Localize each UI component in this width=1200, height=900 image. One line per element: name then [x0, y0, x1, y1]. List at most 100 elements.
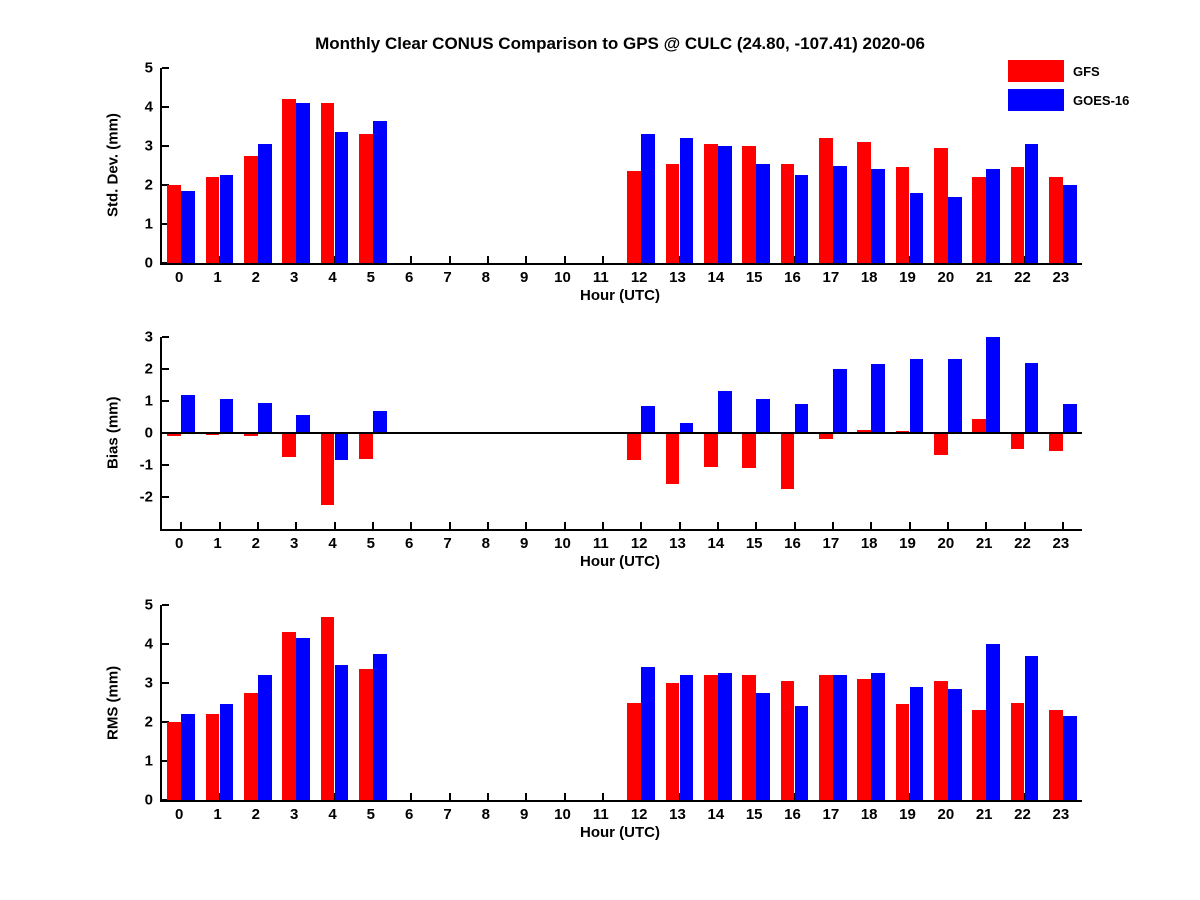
goes16-legend-label: GOES-16 — [1073, 92, 1130, 108]
bar-goes16-hour-14 — [717, 146, 732, 263]
x-tick-label: 13 — [669, 535, 686, 552]
bar-gfs-hour-5 — [359, 134, 373, 263]
y-tick-mark — [162, 67, 169, 69]
bar-gfs-hour-22 — [1010, 433, 1025, 449]
x-tick-mark — [410, 522, 413, 529]
x-tick-label: 9 — [519, 535, 529, 552]
x-tick-label: 2 — [251, 535, 260, 552]
bar-gfs-hour-0 — [167, 722, 182, 800]
bar-gfs-hour-13 — [665, 683, 680, 800]
bar-goes16-hour-18 — [871, 169, 885, 263]
x-tick-label: 22 — [1014, 806, 1031, 823]
bar-goes16-hour-21 — [986, 337, 1000, 433]
bar-gfs-hour-0 — [167, 433, 182, 437]
bar-gfs-hour-14 — [704, 433, 718, 467]
bar-goes16-hour-13 — [679, 423, 694, 433]
stddev-plot-area — [160, 67, 1082, 265]
x-tick-label: 6 — [404, 269, 414, 286]
bar-gfs-hour-12 — [627, 171, 642, 263]
x-tick-label: 21 — [975, 269, 993, 286]
x-tick-mark — [410, 793, 413, 800]
bar-goes16-hour-13 — [679, 138, 694, 263]
bar-goes16-hour-14 — [717, 391, 732, 433]
x-tick-mark — [486, 256, 489, 263]
y-tick-mark — [162, 400, 169, 402]
x-tick-label: 11 — [592, 535, 609, 552]
x-tick-label: 7 — [443, 535, 452, 552]
bar-gfs-hour-17 — [819, 675, 833, 800]
x-tick-label: 18 — [860, 535, 878, 552]
x-tick-mark — [908, 522, 911, 529]
y-tick-label: -2 — [139, 488, 153, 506]
bar-goes16-hour-21 — [986, 644, 1000, 800]
bar-gfs-hour-12 — [627, 433, 642, 461]
bar-gfs-hour-23 — [1049, 177, 1063, 263]
stddev-x-axis-ticks: 0 1 2 3 4 5 6 7 8 9 10 11 12 13 14 15 16 17 18 19 20 21 22 23 — [160, 265, 1080, 286]
x-tick-label: 6 — [404, 535, 414, 552]
x-tick-label: 7 — [443, 269, 452, 286]
bar-goes16-hour-16 — [794, 175, 809, 263]
x-tick-mark — [410, 256, 413, 263]
bar-goes16-hour-18 — [871, 364, 885, 433]
x-tick-label: 4 — [328, 269, 337, 286]
x-tick-label: 19 — [899, 269, 916, 286]
bar-goes16-hour-2 — [257, 402, 272, 433]
x-tick-mark — [525, 793, 528, 800]
y-tick-label: 0 — [144, 424, 153, 442]
bar-goes16-hour-4 — [334, 665, 349, 800]
bias-x-axis-label: Hour (UTC) — [580, 553, 660, 570]
bar-gfs-hour-21 — [972, 710, 987, 800]
x-tick-label: 8 — [481, 535, 490, 552]
bias-y-axis-ticks: -2 -1 0 1 2 3 — [0, 329, 153, 529]
bar-gfs-hour-3 — [282, 433, 297, 457]
x-tick-label: 19 — [899, 806, 916, 823]
bar-goes16-hour-3 — [296, 415, 310, 433]
x-tick-label: 19 — [899, 535, 916, 552]
x-tick-label: 10 — [554, 535, 571, 552]
bar-gfs-hour-23 — [1049, 710, 1063, 800]
y-tick-mark — [162, 760, 169, 762]
bar-goes16-hour-20 — [947, 688, 962, 800]
bias-x-axis-ticks: 0 1 2 3 4 5 6 7 8 9 10 11 12 13 14 15 16 17 18 19 20 21 22 23 — [160, 531, 1080, 552]
bar-gfs-hour-20 — [934, 681, 948, 800]
y-tick-label: 4 — [144, 98, 153, 116]
x-tick-label: 1 — [213, 806, 222, 823]
bar-goes16-hour-4 — [334, 132, 349, 263]
bar-goes16-hour-4 — [334, 433, 349, 461]
x-tick-mark — [371, 522, 374, 529]
bar-goes16-hour-0 — [181, 190, 195, 263]
x-tick-label: 18 — [860, 269, 878, 286]
y-tick-label: 1 — [144, 215, 153, 233]
x-tick-label: 17 — [822, 806, 840, 823]
x-tick-label: 16 — [784, 806, 801, 823]
bar-goes16-hour-13 — [679, 675, 694, 800]
x-tick-label: 15 — [745, 535, 763, 552]
x-tick-mark — [1023, 522, 1026, 529]
rms-x-axis-label: Hour (UTC) — [580, 824, 660, 841]
x-tick-mark — [563, 793, 566, 800]
bar-gfs-hour-14 — [704, 675, 718, 800]
x-tick-mark — [946, 522, 949, 529]
x-tick-label: 11 — [592, 269, 609, 286]
x-tick-label: 21 — [975, 535, 993, 552]
stddev-y-axis-ticks: 0 1 2 3 4 5 — [0, 60, 153, 272]
bar-goes16-hour-17 — [832, 165, 847, 263]
y-tick-label: 1 — [144, 392, 153, 410]
bar-gfs-hour-1 — [205, 177, 220, 263]
bar-goes16-hour-12 — [641, 134, 655, 263]
y-tick-mark — [162, 262, 169, 264]
goes16-color-swatch — [1008, 89, 1064, 111]
x-tick-label: 15 — [745, 269, 763, 286]
bar-goes16-hour-1 — [219, 399, 234, 433]
bar-gfs-hour-4 — [320, 616, 335, 800]
y-tick-mark — [162, 721, 169, 723]
bar-goes16-hour-1 — [219, 175, 234, 263]
y-tick-label: 3 — [144, 674, 153, 692]
bar-goes16-hour-0 — [181, 714, 195, 800]
legend-item-goes16: GOES-16 — [1008, 89, 1129, 111]
y-tick-mark — [162, 682, 169, 684]
bar-goes16-hour-22 — [1024, 144, 1039, 263]
bar-goes16-hour-3 — [296, 638, 310, 800]
x-tick-label: 18 — [860, 806, 878, 823]
